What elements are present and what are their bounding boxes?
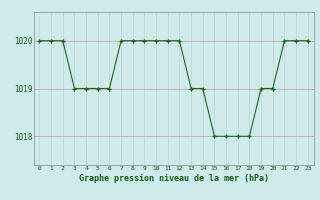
X-axis label: Graphe pression niveau de la mer (hPa): Graphe pression niveau de la mer (hPa) [79, 174, 268, 183]
